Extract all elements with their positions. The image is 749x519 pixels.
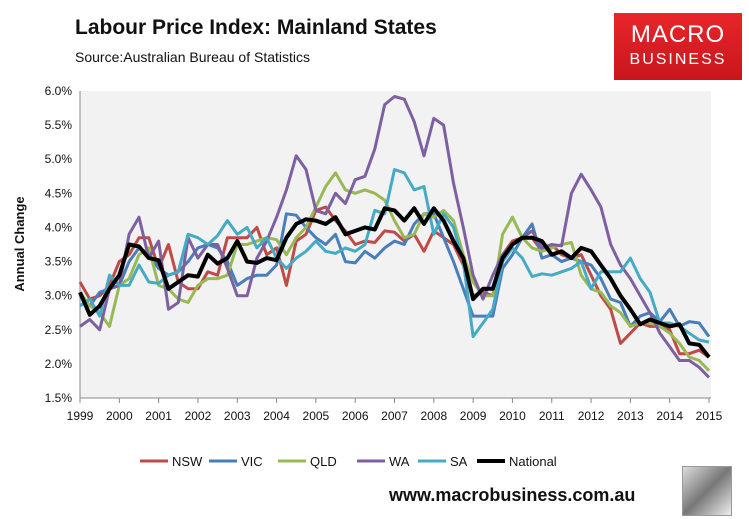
macrobusiness-logo: MACRO BUSINESS [614, 13, 742, 80]
footer-url: www.macrobusiness.com.au [389, 485, 636, 505]
x-tick-label: 2001 [145, 409, 172, 423]
y-tick-label: 3.5% [45, 255, 73, 269]
x-tick-label: 1999 [67, 409, 94, 423]
series-line-qld [78, 171, 711, 372]
x-tick-label: 2011 [539, 409, 565, 423]
x-tick-label: 2004 [263, 409, 290, 423]
y-axis-label: Annual Change [12, 196, 27, 291]
logo-line2: BUSINESS [629, 51, 727, 68]
x-tick-label: 2012 [578, 409, 605, 423]
x-tick-label: 2003 [224, 409, 251, 423]
series-line-nsw [78, 205, 710, 359]
y-tick-label: 2.5% [45, 323, 73, 337]
x-tick-label: 2005 [303, 409, 330, 423]
x-tick-label: 2007 [381, 409, 408, 423]
x-tick-label: 2006 [342, 409, 369, 423]
legend-label-vic: VIC [241, 454, 263, 469]
x-tick-label: 2000 [106, 409, 133, 423]
y-tick-label: 4.5% [45, 186, 73, 200]
y-tick-label: 2.0% [45, 357, 73, 371]
x-tick-label: 2013 [617, 409, 644, 423]
x-tick-label: 2015 [696, 409, 723, 423]
wolf-logo-icon [682, 466, 732, 516]
series-line-national [78, 206, 711, 359]
legend-label-qld: QLD [310, 454, 337, 469]
plot-area [80, 91, 711, 398]
legend-label-wa: WA [389, 454, 410, 469]
x-tick-label: 2010 [499, 409, 526, 423]
x-tick-label: 2002 [185, 409, 212, 423]
legend-label-nsw: NSW [172, 454, 203, 469]
y-tick-label: 5.5% [45, 118, 73, 132]
y-tick-label: 4.0% [45, 220, 73, 234]
legend-label-sa: SA [450, 454, 468, 469]
y-tick-label: 6.0% [45, 84, 73, 98]
y-tick-label: 5.0% [45, 152, 73, 166]
y-tick-label: 1.5% [45, 391, 73, 405]
x-tick-label: 2009 [460, 409, 487, 423]
legend-label-national: National [509, 454, 557, 469]
x-tick-label: 2014 [656, 409, 683, 423]
series-line-wa [79, 95, 711, 379]
logo-line1: MACRO [630, 21, 726, 48]
y-tick-label: 3.0% [45, 289, 73, 303]
x-tick-label: 2008 [420, 409, 447, 423]
chart-subtitle: Source:Australian Bureau of Statistics [75, 49, 311, 65]
chart-title: Labour Price Index: Mainland States [75, 16, 437, 39]
